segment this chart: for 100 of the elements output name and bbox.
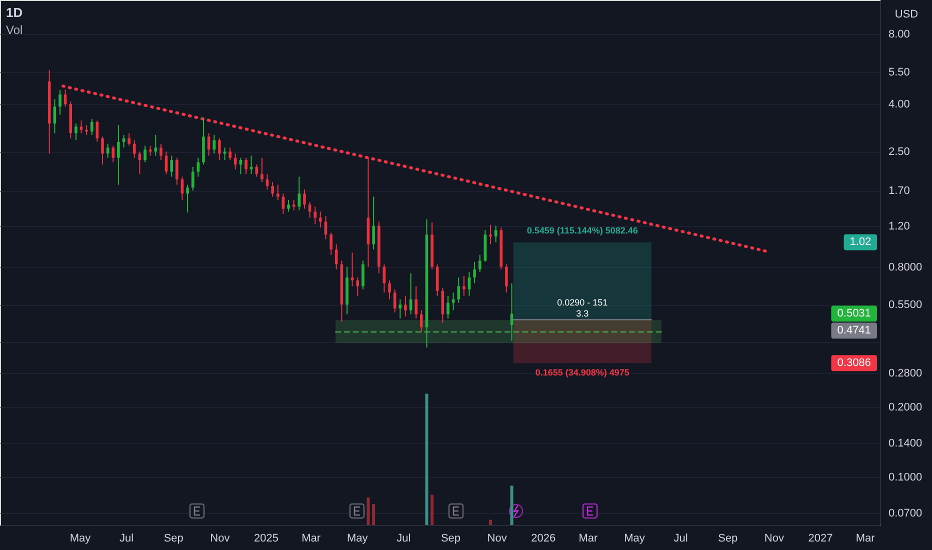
- candlestick: [218, 138, 221, 161]
- bar: [430, 494, 434, 525]
- annotation: 0.5031: [837, 308, 871, 320]
- candlestick: [239, 157, 242, 175]
- y-tick-label: 0.1000: [888, 472, 922, 484]
- y-tick-label: 5.50: [888, 66, 910, 78]
- candlestick: [58, 89, 62, 116]
- candlestick: [148, 145, 152, 156]
- candlestick: [494, 225, 498, 243]
- candlestick: [473, 261, 476, 284]
- x-tick-label: Nov: [764, 532, 784, 544]
- candlestick: [176, 157, 178, 186]
- x-tick-label: Nov: [487, 532, 508, 544]
- candlestick: [212, 134, 216, 154]
- candlestick: [282, 193, 285, 214]
- annotation: 1.02: [850, 236, 872, 248]
- candlestick: [505, 264, 508, 294]
- candlestick: [271, 182, 274, 198]
- y-tick-label: 2.50: [888, 146, 910, 158]
- candlestick: [191, 166, 194, 192]
- x-tick-label: Mar: [578, 532, 598, 544]
- candlestick: [260, 157, 264, 183]
- candlestick: [319, 211, 322, 228]
- y-tick-label: 0.0700: [888, 508, 922, 520]
- candlestick: [228, 147, 232, 161]
- candlestick: [314, 206, 316, 225]
- candlestick: [441, 287, 444, 324]
- chart-title: Vol: [6, 23, 23, 37]
- candlestick: [372, 196, 375, 250]
- candlestick: [132, 140, 136, 158]
- candlestick: [170, 155, 173, 178]
- candlestick: [101, 136, 104, 166]
- x-tick-label: 2026: [531, 532, 556, 544]
- bar: [425, 394, 428, 525]
- candlestick: [334, 244, 338, 270]
- candlestick: [420, 310, 423, 332]
- candlestick: [362, 260, 364, 290]
- data-label: 0.5459 (115.144%) 5082.46: [526, 226, 638, 236]
- x-tick-label: 2025: [254, 532, 278, 544]
- y-tick-label: 8.00: [888, 28, 910, 41]
- data-label: 0.1655 (34.908%) 4975: [535, 368, 630, 378]
- x-tick-label: Jul: [674, 532, 688, 544]
- candlestick: [117, 124, 120, 186]
- x-tick-label: May: [346, 532, 368, 544]
- candlestick: [446, 295, 450, 319]
- candlestick: [414, 286, 418, 319]
- x-tick-label: Mar: [856, 532, 876, 544]
- y-tick-label: 4.00: [888, 98, 910, 111]
- candlestick: [510, 282, 514, 342]
- chart-title: 1D: [6, 5, 23, 20]
- x-tick-label: Sep: [164, 532, 184, 544]
- candlestick: [468, 271, 471, 296]
- candlestick: [90, 118, 94, 136]
- candlestick: [404, 295, 407, 317]
- candlestick: [457, 276, 460, 304]
- candlestick: [96, 120, 99, 142]
- candlestick: [388, 280, 391, 300]
- candlestick: [244, 157, 248, 175]
- candlestick: [356, 276, 360, 296]
- bar: [366, 497, 370, 525]
- x-tick-label: May: [624, 532, 646, 544]
- annotation: 0.4741: [837, 324, 871, 337]
- y-tick-label: 0.2800: [888, 367, 922, 380]
- candlestick: [53, 98, 56, 134]
- x-tick-label: May: [70, 532, 92, 544]
- candlestick: [398, 298, 402, 319]
- bar: [488, 520, 492, 525]
- candlestick: [106, 143, 110, 158]
- candlestick: [138, 151, 142, 175]
- x-tick-label: Sep: [440, 532, 461, 544]
- candlestick: [112, 145, 115, 163]
- candlestick: [287, 199, 290, 212]
- candlestick: [234, 153, 237, 170]
- x-tick-label: Sep: [718, 532, 738, 544]
- x-tick-label: Mar: [302, 532, 321, 544]
- y-axis-title: USD: [894, 8, 918, 20]
- candlestick: [276, 184, 280, 200]
- y-tick-label: 1.70: [888, 185, 910, 198]
- x-tick-label: Jul: [396, 532, 411, 544]
- candlestick: [164, 151, 168, 175]
- candlestick: [462, 276, 466, 296]
- x-tick-label: 2027: [808, 532, 833, 544]
- candlestick: [489, 224, 492, 245]
- x-tick-label: Jul: [120, 532, 134, 544]
- y-tick-label: 0.1400: [888, 437, 922, 450]
- candlestick: [160, 143, 162, 161]
- annotation: 0.3086: [837, 357, 871, 370]
- candlestick: [478, 254, 482, 272]
- y-tick-label: 0.8000: [888, 261, 922, 274]
- candlestick: [324, 216, 328, 240]
- candlestick: [303, 188, 306, 210]
- candlestick: [85, 124, 88, 136]
- candlestick: [80, 120, 83, 134]
- candlestick: [144, 145, 146, 163]
- y-tick-label: 1.20: [888, 220, 910, 232]
- candlestick: [255, 164, 258, 178]
- candlestick: [186, 184, 189, 213]
- candlestick: [350, 252, 354, 287]
- bar: [372, 504, 376, 525]
- candlestick: [154, 134, 158, 156]
